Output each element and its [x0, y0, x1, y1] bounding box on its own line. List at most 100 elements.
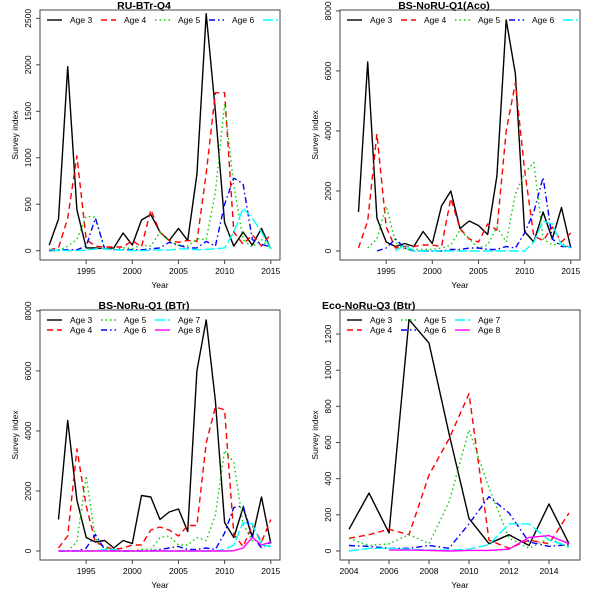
legend-label: Age 5	[424, 315, 446, 325]
plot-frame	[39, 9, 281, 261]
y-tick-label: 0	[23, 248, 33, 253]
y-tick-label: 6000	[323, 61, 333, 80]
legend-label: Age 8	[178, 325, 200, 335]
y-tick-label: 800	[323, 399, 333, 413]
series-line-age-5	[49, 103, 272, 252]
legend-label: Age 7	[178, 315, 200, 325]
x-tick-label: 2010	[515, 266, 534, 276]
y-axis-label: Survey index	[310, 410, 320, 460]
y-tick-label: 2500	[23, 9, 33, 28]
legend-label: Age 7	[586, 15, 600, 25]
chart-panel: RU-BTr-Q4 1995 2000 2005 2010 2015 Year 0 500 100…	[0, 0, 300, 300]
x-tick-label: 2005	[169, 566, 188, 576]
y-tick-label: 2000	[23, 481, 33, 500]
y-tick-label: 500	[23, 197, 33, 211]
legend-label: Age 6	[232, 15, 254, 25]
y-tick-label: 1200	[323, 324, 333, 343]
x-tick-label: 2005	[169, 266, 188, 276]
x-axis-label: Year	[151, 280, 168, 290]
legend-label: Age 3	[370, 315, 392, 325]
y-tick-label: 4000	[323, 121, 333, 140]
legend-label: Age 6	[532, 15, 554, 25]
x-tick-label: 2008	[420, 566, 439, 576]
plot-area	[48, 13, 272, 252]
chart-panel: BS-NoRU-Q1(Aco) 1995 2000 2005 2010 2015 Year 0…	[300, 0, 600, 300]
x-tick-label: 2015	[261, 266, 280, 276]
series-line-age-4	[57, 406, 272, 551]
legend: Age 3 Age 4 Age 5 Age 6 Age 7	[47, 15, 300, 25]
x-tick-label: 1995	[77, 566, 96, 576]
y-tick-label: 0	[323, 548, 333, 553]
x-axis-label: Year	[451, 280, 468, 290]
legend-label: Age 6	[424, 325, 446, 335]
chart-svg: BS-NoRU-Q1(Aco) 1995 2000 2005 2010 2015 Year 0…	[310, 0, 600, 290]
x-tick-label: 2010	[215, 566, 234, 576]
y-tick-label: 8000	[23, 301, 33, 320]
series-line-age-5	[367, 161, 572, 251]
series-line-age-5	[58, 449, 272, 552]
y-tick-label: 1000	[23, 148, 33, 167]
x-tick-label: 1995	[77, 266, 96, 276]
y-tick-label: 400	[323, 471, 333, 485]
y-tick-label: 2000	[23, 55, 33, 74]
series-line-age-8	[389, 534, 570, 552]
x-tick-label: 2005	[469, 266, 488, 276]
y-axis-label: Survey index	[10, 110, 20, 160]
legend-label: Age 3	[70, 315, 92, 325]
series-line-age-7	[395, 220, 572, 252]
legend-label: Age 5	[478, 15, 500, 25]
chart-svg: RU-BTr-Q4 1995 2000 2005 2010 2015 Year 0 500 100…	[10, 0, 300, 290]
x-axis-label: Year	[451, 580, 468, 590]
plot-area	[357, 19, 572, 252]
x-tick-label: 2014	[540, 566, 559, 576]
series-line-age-3	[48, 13, 272, 250]
y-tick-label: 200	[323, 507, 333, 521]
legend-label: Age 4	[424, 15, 446, 25]
series-line-age-6	[49, 177, 272, 252]
y-tick-label: 1000	[323, 360, 333, 379]
x-tick-label: 1995	[377, 266, 396, 276]
plot-frame	[39, 309, 281, 561]
series-line-age-4	[348, 393, 570, 549]
y-axis-label: Survey index	[10, 410, 20, 460]
plot-frame	[339, 309, 581, 561]
legend-label: Age 5	[178, 15, 200, 25]
chart-title: BS-NoRU-Q1(Aco)	[398, 0, 490, 12]
chart-title: Eco-NoRu-Q3 (Btr)	[322, 300, 415, 312]
x-tick-label: 2015	[261, 566, 280, 576]
y-tick-label: 6000	[23, 361, 33, 380]
series-line-age-6	[348, 496, 570, 549]
legend-label: Age 3	[70, 15, 92, 25]
series-line-age-7	[58, 521, 271, 552]
x-axis-label: Year	[151, 580, 168, 590]
y-tick-label: 0	[323, 248, 333, 253]
y-axis-label: Survey index	[310, 110, 320, 160]
legend-label: Age 4	[70, 325, 92, 335]
x-tick-label: 2012	[500, 566, 519, 576]
chart-panel: BS-NoRu-Q1 (BTr) 1995 2000 2005 2010 2015 Year…	[0, 300, 300, 600]
legend-label: Age 4	[370, 325, 392, 335]
x-tick-label: 2010	[215, 266, 234, 276]
x-tick-label: 2015	[561, 266, 580, 276]
x-tick-label: 2010	[460, 566, 479, 576]
x-tick-label: 2000	[123, 566, 142, 576]
chart-title: BS-NoRu-Q1 (BTr)	[99, 300, 190, 312]
series-line-age-6	[376, 176, 571, 252]
plot-area	[348, 318, 570, 552]
legend-label: Age 7	[286, 15, 300, 25]
legend-label: Age 5	[124, 315, 146, 325]
legend-label: Age 8	[478, 325, 500, 335]
x-tick-label: 2004	[340, 566, 359, 576]
y-tick-label: 8000	[323, 1, 333, 20]
y-tick-label: 1500	[23, 102, 33, 121]
legend-label: Age 6	[124, 325, 146, 335]
x-tick-label: 2000	[123, 266, 142, 276]
series-line-age-3	[357, 19, 572, 249]
y-tick-label: 600	[323, 435, 333, 449]
y-tick-label: 0	[23, 548, 33, 553]
chart-svg: Eco-NoRu-Q3 (Btr) 2004 2006 2008 2010 2012 201…	[310, 300, 581, 590]
chart-title: RU-BTr-Q4	[117, 0, 171, 12]
series-line-age-7	[49, 207, 272, 252]
